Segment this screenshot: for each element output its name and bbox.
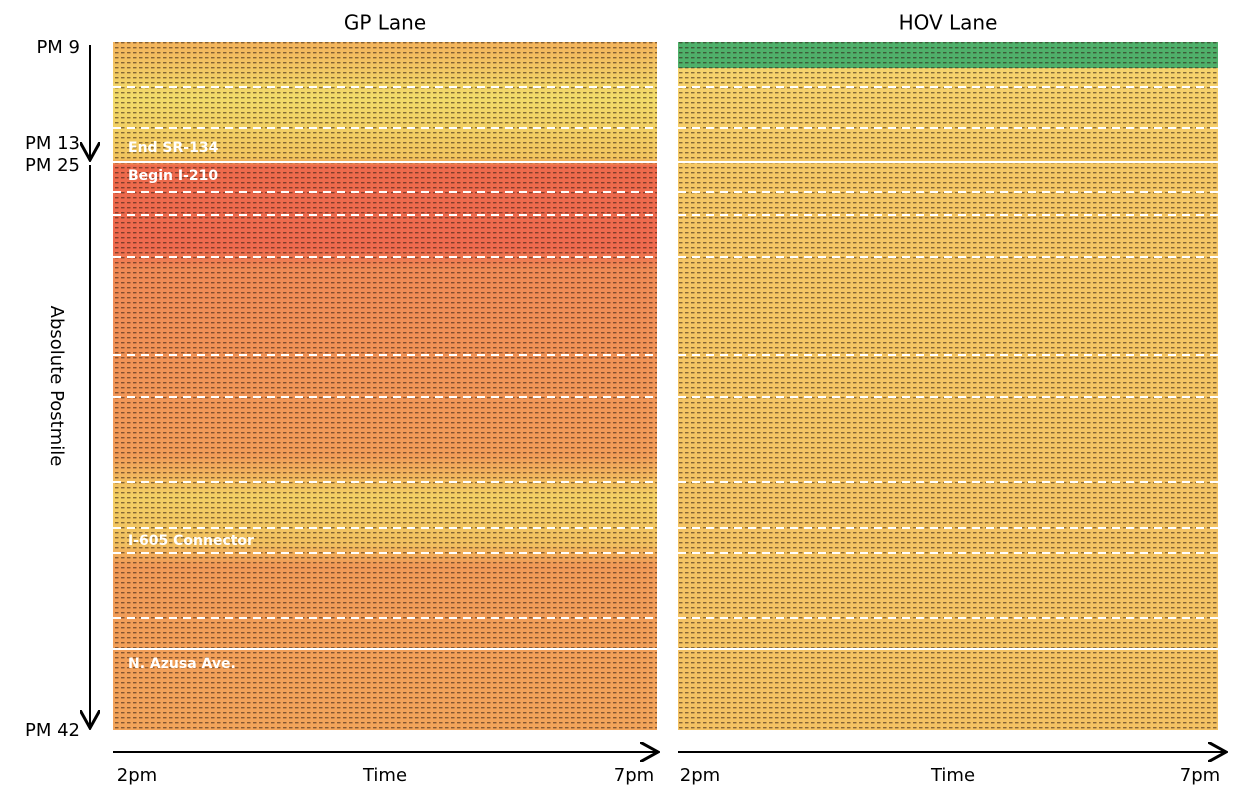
annotation: End SR-134 [128, 140, 219, 156]
hov-panel: HOV Lane 2pm Time 7pm [678, 11, 1224, 786]
y-axis-label: Absolute Postmile [46, 306, 67, 467]
y-tick-label: PM 25 [25, 155, 80, 176]
y-tick-label: PM 42 [25, 720, 80, 741]
dashed-lines [678, 86, 1218, 619]
x-label: Time [362, 765, 407, 786]
annotation: I-605 Connector [128, 533, 254, 549]
x-start: 2pm [117, 765, 157, 786]
y-axis: PM 9 PM 13 PM 25 PM 42 Absolute Postmile [25, 37, 90, 741]
heatmap-texture [678, 42, 1218, 730]
annotation: Begin I-210 [128, 168, 218, 184]
y-tick-label: PM 9 [36, 37, 80, 58]
y-tick-label: PM 13 [25, 133, 80, 154]
annotation: N. Azusa Ave. [128, 656, 236, 672]
heatmap-texture [113, 42, 657, 730]
x-end: 7pm [614, 765, 654, 786]
panel-title: GP Lane [344, 11, 426, 35]
x-label: Time [930, 765, 975, 786]
gp-panel: GP Lane End SR-134 Begin I-210 I-605 Con… [113, 11, 657, 786]
x-start: 2pm [680, 765, 720, 786]
x-end: 7pm [1180, 765, 1220, 786]
panel-title: HOV Lane [899, 11, 998, 35]
dashed-lines [113, 86, 657, 619]
